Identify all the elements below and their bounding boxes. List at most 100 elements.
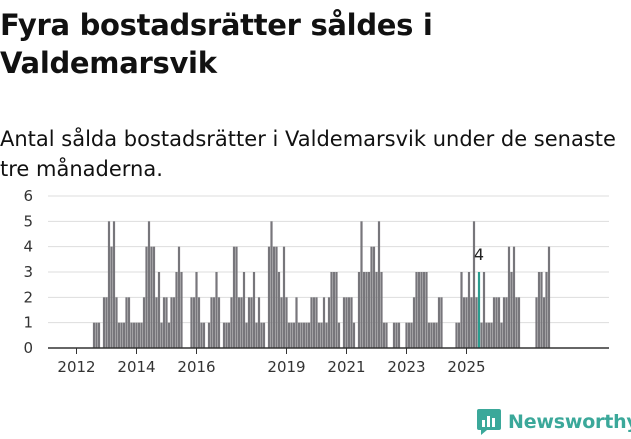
bar: [252, 272, 256, 348]
bar: [542, 297, 546, 348]
bar: [365, 272, 368, 348]
bar: [190, 297, 193, 348]
bar: [490, 322, 493, 348]
bar: [117, 322, 121, 348]
bar: [107, 221, 111, 348]
bar: [327, 297, 331, 348]
bar: [420, 272, 423, 348]
bar: [332, 272, 336, 348]
bar: [465, 297, 468, 348]
bar: [360, 221, 363, 348]
bar: [132, 322, 136, 348]
bar: [175, 272, 178, 348]
bar: [372, 246, 376, 348]
bar: [467, 272, 471, 348]
bar: [200, 322, 203, 348]
bar: [217, 297, 221, 348]
bar: [460, 272, 463, 348]
bar: [112, 221, 116, 348]
bar: [440, 297, 443, 348]
bar: [502, 297, 506, 348]
bar: [335, 272, 338, 348]
y-tick-label: 4: [23, 238, 33, 256]
bar: [480, 322, 483, 348]
bar: [170, 297, 173, 348]
bar: [287, 322, 291, 348]
x-tick-label: 2019: [267, 358, 305, 376]
bar: [507, 246, 511, 348]
bar: [280, 297, 283, 348]
bar: [160, 322, 163, 348]
bar: [315, 297, 318, 348]
bar: [230, 297, 233, 348]
bar: [277, 272, 281, 348]
bar: [497, 297, 501, 348]
bar: [167, 322, 171, 348]
bar: [377, 221, 381, 348]
bar: [232, 246, 236, 348]
bar: [345, 297, 348, 348]
bar: [240, 297, 243, 348]
bar: [157, 272, 161, 348]
bar: [180, 272, 183, 348]
bar: [425, 272, 428, 348]
bar: [177, 246, 181, 348]
bar: [165, 297, 168, 348]
bar: [545, 272, 548, 348]
y-tick-label: 0: [23, 339, 33, 357]
bar: [415, 272, 418, 348]
bar: [105, 297, 108, 348]
bar: [427, 322, 431, 348]
x-tick-label: 2012: [57, 358, 95, 376]
bar: [142, 297, 146, 348]
bar: [492, 297, 496, 348]
bar: [275, 246, 278, 348]
bar: [505, 297, 508, 348]
bar: [95, 322, 98, 348]
bar: [215, 272, 218, 348]
bar: [152, 246, 156, 348]
bar: [407, 322, 411, 348]
bar: [125, 297, 128, 348]
bar: [147, 221, 151, 348]
bar: [430, 322, 433, 348]
bar: [432, 322, 436, 348]
chart-subtitle: Antal sålda bostadsrätter i Valdemarsvik…: [0, 127, 616, 181]
bar: [110, 246, 113, 348]
bar: [352, 322, 356, 348]
bar: [317, 322, 321, 348]
x-tick-label: 2014: [117, 358, 155, 376]
bar: [237, 297, 241, 348]
bar: [227, 322, 231, 348]
bar: [515, 297, 518, 348]
bar: [120, 322, 123, 348]
bar: [222, 322, 226, 348]
bar: [297, 322, 301, 348]
bar: [270, 221, 273, 348]
newsworthy-logo-text: Newsworthy: [508, 411, 631, 433]
bar: [367, 272, 371, 348]
bar: [347, 297, 351, 348]
bar: [135, 322, 138, 348]
bar: [357, 272, 361, 348]
x-axis: 2012 2014 2016 2019 2021 2023 2025: [48, 347, 609, 376]
bar: [472, 221, 476, 348]
bar: [162, 297, 166, 348]
newsworthy-logo: Newsworthy: [476, 408, 631, 436]
bar: [250, 297, 253, 348]
bar: [130, 322, 133, 348]
bar: [255, 322, 258, 348]
bar: [487, 322, 491, 348]
bar: [290, 322, 293, 348]
bar: [245, 322, 248, 348]
headline: Fyra bostadsrätter såldes i Valdemarsvik: [0, 8, 433, 80]
bar-highlight: [477, 272, 481, 348]
x-tick-label: 2016: [177, 358, 215, 376]
bar: [455, 322, 458, 348]
bar: [102, 297, 106, 348]
bar: [272, 246, 276, 348]
bar: [150, 246, 153, 348]
bar: [382, 322, 386, 348]
bar: [535, 297, 538, 348]
bars: [92, 221, 551, 348]
